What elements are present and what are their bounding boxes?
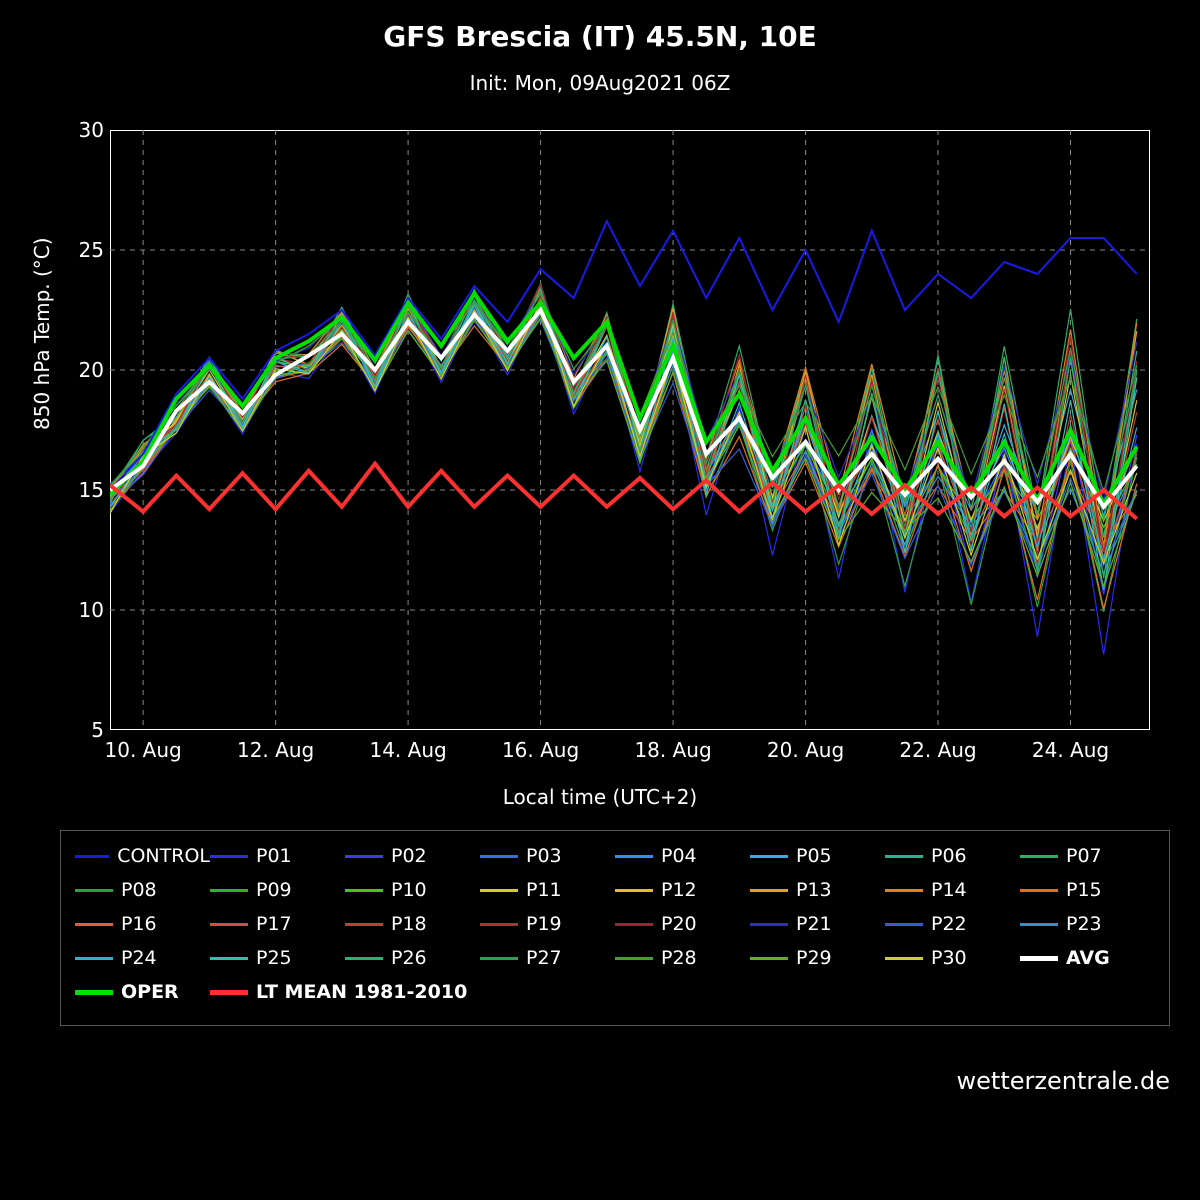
legend-label: P21 [796,913,832,935]
x-axis-label: Local time (UTC+2) [0,785,1200,809]
legend-label: P09 [256,879,292,901]
ensemble-line-chart [110,130,1150,730]
legend-item: P07 [1020,845,1155,867]
legend-label: OPER [121,981,179,1003]
chart-container: GFS Brescia (IT) 45.5N, 10E Init: Mon, 0… [0,0,1200,1200]
legend-label: P17 [256,913,292,935]
legend-label: P18 [391,913,427,935]
legend-label: P27 [526,947,562,969]
legend-label: CONTROL [117,845,210,867]
legend-item: AVG [1020,947,1155,969]
y-tick-label: 5 [70,718,104,742]
x-tick-label: 16. Aug [499,738,583,762]
legend-item: P25 [210,947,345,969]
legend-item: P12 [615,879,750,901]
legend-item: P24 [75,947,210,969]
legend-label: P08 [121,879,157,901]
legend-item: OPER [75,981,210,1003]
legend-item: P14 [885,879,1020,901]
legend-item: P26 [345,947,480,969]
legend-item: P20 [615,913,750,935]
legend-item: P06 [885,845,1020,867]
plot-area [110,130,1150,730]
legend-label: P15 [1066,879,1102,901]
legend-item: P28 [615,947,750,969]
legend-label: P01 [256,845,292,867]
x-tick-label: 24. Aug [1029,738,1113,762]
legend-item: P30 [885,947,1020,969]
legend-label: P19 [526,913,562,935]
legend-label: LT MEAN 1981-2010 [256,981,467,1003]
x-tick-label: 20. Aug [764,738,848,762]
legend-item: P22 [885,913,1020,935]
legend-label: P11 [526,879,562,901]
legend-label: P28 [661,947,697,969]
legend-label: P12 [661,879,697,901]
legend-label: P02 [391,845,427,867]
attribution-text: wetterzentrale.de [957,1067,1170,1095]
legend-label: AVG [1066,947,1110,969]
legend-label: P07 [1066,845,1102,867]
legend-label: P13 [796,879,832,901]
legend-label: P30 [931,947,967,969]
legend-label: P24 [121,947,157,969]
x-tick-label: 14. Aug [366,738,450,762]
y-tick-label: 20 [70,358,104,382]
legend-item: P18 [345,913,480,935]
chart-title: GFS Brescia (IT) 45.5N, 10E [0,0,1200,53]
legend: CONTROL P01 P02 P03 P04 P05 P06 P07 P08 P09 P10 P11… [60,830,1170,1026]
legend-item: P01 [210,845,345,867]
legend-label: P05 [796,845,832,867]
legend-item: P13 [750,879,885,901]
x-tick-label: 12. Aug [234,738,318,762]
y-tick-label: 30 [70,118,104,142]
legend-item: P04 [615,845,750,867]
legend-item: LT MEAN 1981-2010 [210,981,490,1003]
legend-label: P20 [661,913,697,935]
legend-item: P29 [750,947,885,969]
legend-label: P16 [121,913,157,935]
x-tick-label: 10. Aug [101,738,185,762]
legend-item: P15 [1020,879,1155,901]
legend-item: P08 [75,879,210,901]
y-tick-label: 15 [70,478,104,502]
legend-label: P10 [391,879,427,901]
legend-item: P11 [480,879,615,901]
legend-item: P02 [345,845,480,867]
legend-item: P16 [75,913,210,935]
legend-item: P17 [210,913,345,935]
legend-label: P25 [256,947,292,969]
legend-item: P19 [480,913,615,935]
legend-item: P09 [210,879,345,901]
y-tick-label: 25 [70,238,104,262]
legend-label: P22 [931,913,967,935]
legend-item: P27 [480,947,615,969]
legend-item: P23 [1020,913,1155,935]
legend-item: P05 [750,845,885,867]
legend-label: P03 [526,845,562,867]
legend-label: P29 [796,947,832,969]
legend-label: P26 [391,947,427,969]
legend-label: P04 [661,845,697,867]
legend-item: P10 [345,879,480,901]
y-tick-label: 10 [70,598,104,622]
legend-label: P23 [1066,913,1102,935]
x-tick-label: 22. Aug [896,738,980,762]
x-tick-label: 18. Aug [631,738,715,762]
chart-subtitle: Init: Mon, 09Aug2021 06Z [0,53,1200,95]
legend-item: CONTROL [75,845,210,867]
legend-label: P06 [931,845,967,867]
legend-item: P03 [480,845,615,867]
y-axis-label: 850 hPa Temp. (°C) [30,237,54,430]
legend-item: P21 [750,913,885,935]
legend-label: P14 [931,879,967,901]
